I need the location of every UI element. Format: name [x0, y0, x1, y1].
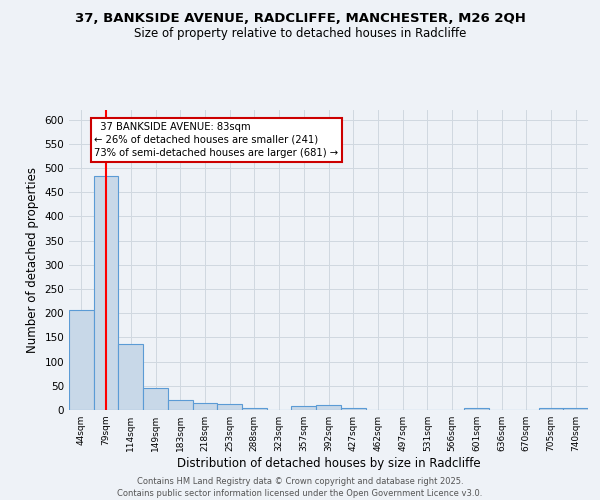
- Text: 37 BANKSIDE AVENUE: 83sqm
← 26% of detached houses are smaller (241)
73% of semi: 37 BANKSIDE AVENUE: 83sqm ← 26% of detac…: [94, 122, 338, 158]
- Bar: [168, 400, 193, 410]
- Bar: [217, 404, 242, 410]
- Bar: [143, 388, 168, 410]
- Bar: [563, 408, 588, 410]
- Bar: [341, 408, 365, 410]
- Bar: [539, 408, 563, 410]
- Bar: [292, 406, 316, 410]
- Bar: [94, 176, 118, 410]
- X-axis label: Distribution of detached houses by size in Radcliffe: Distribution of detached houses by size …: [176, 457, 481, 470]
- Y-axis label: Number of detached properties: Number of detached properties: [26, 167, 39, 353]
- Text: Size of property relative to detached houses in Radcliffe: Size of property relative to detached ho…: [134, 28, 466, 40]
- Text: 37, BANKSIDE AVENUE, RADCLIFFE, MANCHESTER, M26 2QH: 37, BANKSIDE AVENUE, RADCLIFFE, MANCHEST…: [74, 12, 526, 26]
- Bar: [316, 405, 341, 410]
- Bar: [242, 408, 267, 410]
- Bar: [69, 310, 94, 410]
- Text: Contains HM Land Registry data © Crown copyright and database right 2025.
Contai: Contains HM Land Registry data © Crown c…: [118, 476, 482, 498]
- Bar: [193, 403, 217, 410]
- Bar: [118, 344, 143, 410]
- Bar: [464, 408, 489, 410]
